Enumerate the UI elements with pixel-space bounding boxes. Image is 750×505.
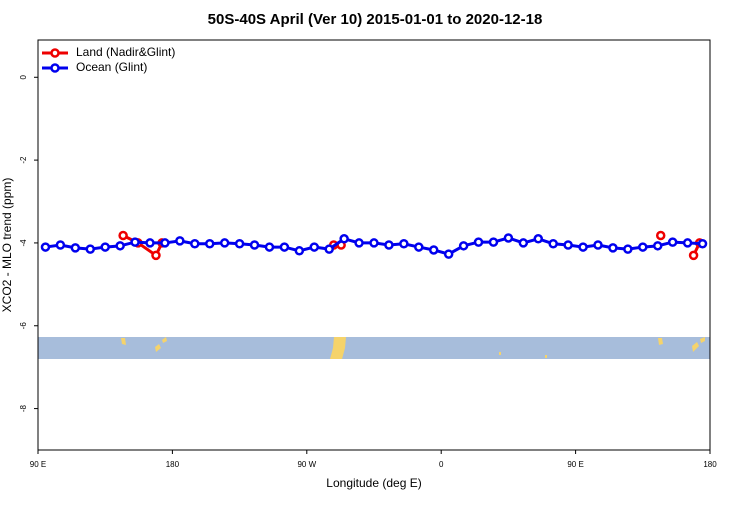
ocean-band [38,337,710,359]
data-point [249,240,260,250]
data-point [533,234,544,244]
land-patches [121,337,705,359]
y-axis-label: XCO2 - MLO trend (ppm) [0,178,14,313]
legend-marker [50,63,60,73]
data-point [204,239,215,249]
data-point [151,250,161,261]
data-point [384,240,394,250]
data-point [130,237,140,247]
data-point [667,237,678,247]
data-point [399,239,409,249]
x-tick-label: 180 [166,460,180,469]
chart-title: 50S-40S April (Ver 10) 2015-01-01 to 202… [208,11,543,28]
legend-label: Ocean (Glint) [76,60,147,74]
data-point [118,230,128,241]
data-point [115,241,125,251]
data-point [652,241,663,251]
x-axis-label: Longitude (deg E) [326,476,421,490]
data-point [309,242,320,252]
data-point [688,250,699,261]
data-point [175,236,185,246]
x-tick-label: 90 E [567,460,583,469]
x-tick-label: 180 [703,460,717,469]
data-point [70,243,81,253]
data-point [488,237,499,247]
data-point [145,238,155,248]
legend-label: Land (Nadir&Glint) [76,45,175,59]
data-point [339,234,349,244]
data-point [85,244,96,254]
data-point [503,233,514,243]
data-point [55,240,66,250]
data-point [548,239,558,249]
data-point [458,241,469,251]
y-tick-label: -4 [19,239,28,247]
x-tick-label: 90 E [30,460,46,469]
data-point [655,230,666,241]
data-point [682,238,693,248]
x-tick-label: 90 W [297,460,316,469]
legend-marker [50,48,60,58]
data-point [593,240,603,250]
data-point [369,238,379,248]
y-tick-label: 0 [19,74,28,79]
data-point [190,239,200,249]
data-point [518,238,529,248]
data-point [279,242,290,252]
data-point [160,238,170,248]
land-mask-strip [38,337,710,359]
data-point [294,246,305,256]
y-tick-label: -6 [19,322,28,330]
data-point [428,245,439,255]
data-point [608,243,618,253]
data-point [100,242,110,252]
data-point [697,239,708,249]
data-point [219,238,230,248]
data-point [638,242,648,252]
y-tick-label: -8 [19,404,28,412]
x-tick-label: 0 [439,460,444,469]
data-point [443,249,454,259]
y-tick-label: -2 [19,156,28,164]
data-point [623,244,633,254]
data-point [354,238,364,248]
data-point [578,242,588,252]
data-point [473,237,484,247]
data-point [324,244,334,254]
plot-frame [37,39,711,451]
data-point [234,239,245,249]
data-point [264,242,275,252]
data-point [40,242,51,252]
data-point [563,240,573,250]
data-point [414,242,424,252]
